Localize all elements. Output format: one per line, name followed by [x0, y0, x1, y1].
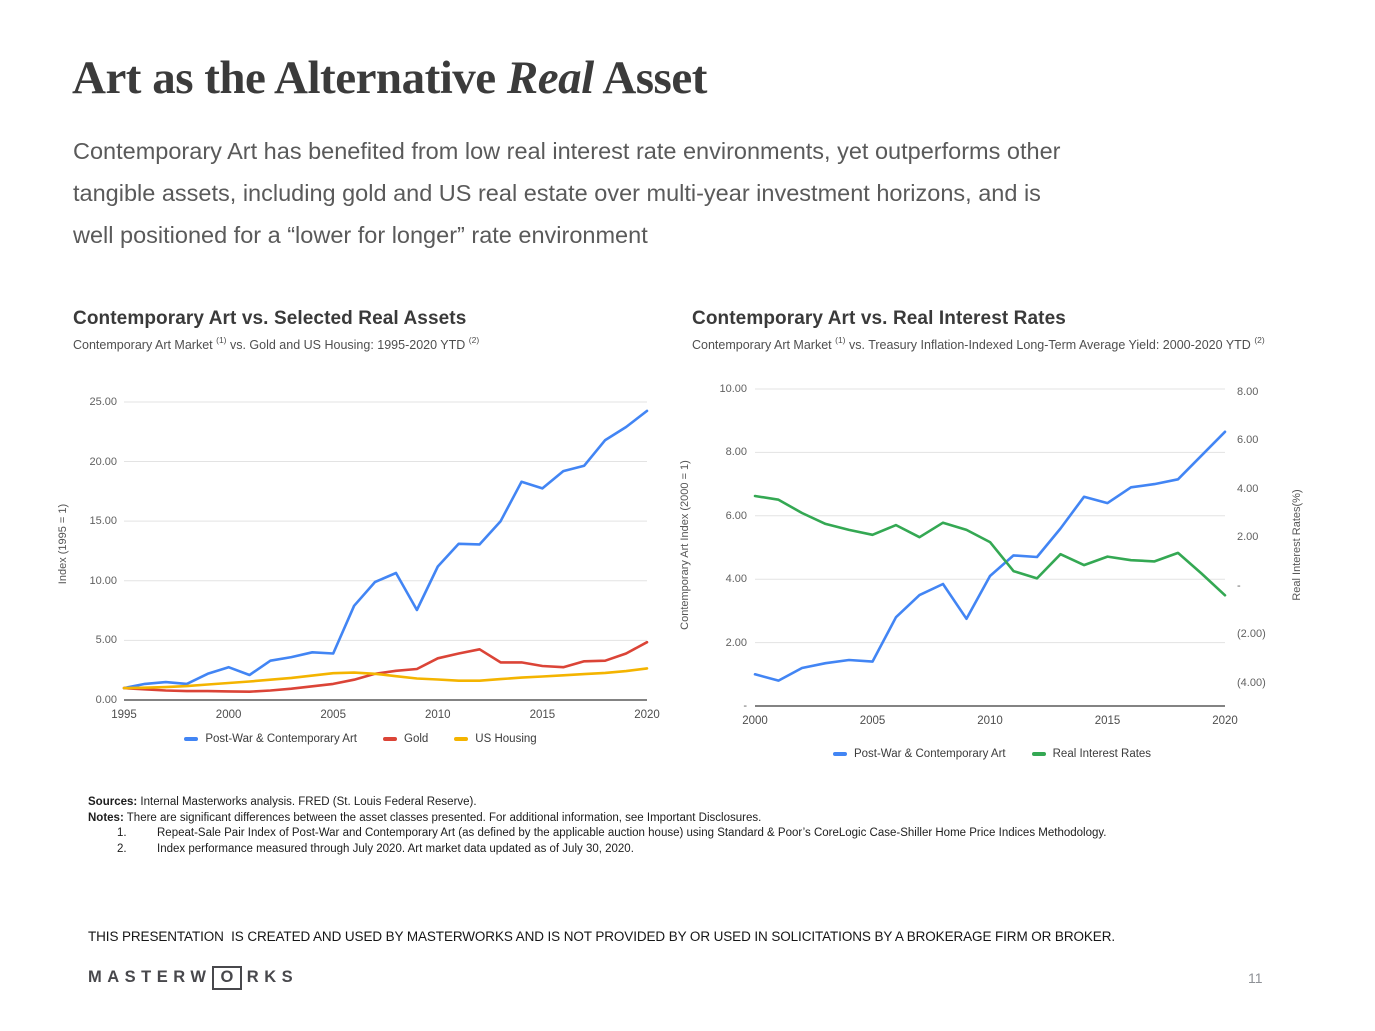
legend-item: Real Interest Rates [1031, 748, 1152, 760]
chart-right-subtitle-text: Contemporary Art Market [692, 338, 836, 352]
series-line-1 [753, 494, 1227, 597]
chart-right-subtitle: Contemporary Art Market (1) vs. Treasury… [692, 335, 1292, 352]
y-tick-label: 10.00 [719, 383, 747, 395]
y-tick-label: 8.00 [725, 446, 747, 459]
x-tick-label: 2015 [1094, 715, 1121, 727]
y-tick-label: 2.00 [725, 636, 747, 649]
legend-item: Post-War & Contemporary Art [832, 748, 1006, 760]
sources-label: Sources: [88, 796, 138, 808]
footnotes: Sources: Internal Masterworks analysis. … [88, 795, 1238, 857]
legend-label: Post-War & Contemporary Art [853, 748, 1006, 760]
y-tick-label: 2.00 [1237, 531, 1259, 544]
intro-line: Contemporary Art has benefited from low … [73, 138, 1061, 164]
chart-left-subtitle: Contemporary Art Market (1) vs. Gold and… [73, 335, 648, 352]
chart-right-plot [753, 388, 1227, 707]
footnote-item-2: 2. Index performance measured through Jul… [88, 842, 1238, 858]
legend-label: Real Interest Rates [1052, 748, 1152, 760]
notes-label: Notes: [88, 811, 124, 824]
y-tick-label: - [1237, 579, 1241, 592]
legend-label: Gold [404, 733, 429, 745]
y-tick-label: 0.00 [95, 694, 117, 706]
y-tick-label: 25.00 [89, 395, 117, 408]
chart-right-section: Contemporary Art vs. Real Interest Rates… [679, 308, 1303, 778]
masterworks-logo: MASTERW O RKS [88, 966, 298, 990]
disclaimer-text: THIS PRESENTATION IS CREATED AND USED BY… [88, 929, 1115, 944]
chart-left-y-axis-title: Index (1995 = 1) [57, 503, 69, 585]
logo-text-left: MASTERW [88, 968, 212, 987]
chart-right-y-axis-title-left: Contemporary Art Index (2000 = 1) [679, 460, 691, 630]
chart-left-title: Contemporary Art vs. Selected Real Asset… [73, 308, 467, 329]
x-tick-label: 2000 [742, 715, 768, 727]
footnote-text: Repeat-Sale Pair Index of Post-War and C… [157, 827, 1107, 839]
footnote-marker-2: (2) [1254, 335, 1265, 345]
notes-row: Notes: There are significant differences… [88, 811, 1238, 827]
chart-left-section: Contemporary Art vs. Selected Real Asset… [57, 308, 660, 778]
series-line-1 [122, 640, 649, 694]
legend-swatch [383, 737, 397, 741]
y-tick-label: - [743, 700, 747, 712]
series-line-2 [122, 667, 649, 690]
page-number: 11 [1248, 970, 1263, 986]
legend-item: Post-War & Contemporary Art [184, 733, 357, 745]
x-tick-label: 2010 [977, 715, 1003, 727]
chart-left-subtitle-text: Contemporary Art Market [73, 338, 217, 352]
page-title-part1: Art as the Alternative [72, 52, 507, 104]
legend-swatch [184, 737, 199, 741]
footnote-marker-1: (1) [835, 335, 846, 345]
y-tick-label: 6.00 [1237, 434, 1259, 447]
y-tick-label: 6.00 [725, 509, 747, 522]
y-tick-label: 10.00 [89, 574, 117, 587]
y-tick-label: 15.00 [89, 515, 117, 528]
y-tick-label: 4.00 [1237, 482, 1259, 495]
y-tick-label: 20.00 [89, 455, 117, 468]
chart-right-subtitle-text2: vs. Treasury Inflation-Indexed Long-Term… [845, 338, 1255, 352]
footnote-marker-2: (2) [468, 335, 480, 345]
logo-text-right: RKS [246, 968, 299, 987]
intro-line: tangible assets, including gold and US r… [73, 180, 1041, 206]
x-tick-label: 2020 [1212, 715, 1238, 727]
legend-item: Gold [383, 733, 428, 745]
y-tick-label: 4.00 [725, 573, 747, 586]
footnote-item-1: 1. Repeat-Sale Pair Index of Post-War and… [88, 826, 1238, 842]
logo-o-icon: O [212, 966, 242, 990]
legend-label: Post-War & Contemporary Art [205, 733, 357, 745]
chart-left-subtitle-text2: vs. Gold and US Housing: 1995-2020 YTD [226, 338, 469, 352]
intro-paragraph: Contemporary Art has benefited from low … [73, 130, 1313, 256]
chart-right-title: Contemporary Art vs. Real Interest Rates [692, 308, 1066, 329]
intro-line: well positioned for a “lower for longer”… [73, 222, 648, 248]
page-title-italic: Real [506, 52, 594, 104]
footnote-text: Index performance measured through July … [157, 842, 634, 855]
x-tick-label: 2015 [529, 709, 556, 721]
legend-swatch [454, 737, 469, 741]
chart-right-y-axis-title-right: Real Interest Rates(%) [1291, 489, 1303, 601]
series-line-0 [753, 430, 1227, 682]
sources-row: Sources: Internal Masterworks analysis. … [88, 795, 1238, 811]
x-tick-label: 2005 [859, 715, 886, 727]
y-tick-label: 5.00 [95, 634, 117, 647]
series-line-0 [122, 409, 649, 690]
chart-left-legend: Post-War & Contemporary Art Gold US Housin… [73, 733, 648, 745]
legend-swatch [1031, 752, 1046, 756]
sources-text: Internal Masterworks analysis. FRED (St.… [137, 796, 477, 808]
footnote-number: 2. [117, 842, 127, 855]
y-tick-label: 8.00 [1237, 385, 1259, 398]
x-tick-label: 2000 [215, 709, 242, 721]
y-tick-label: (2.00) [1237, 628, 1266, 641]
y-tick-label: (4.00) [1237, 676, 1266, 689]
x-tick-label: 1995 [111, 709, 137, 721]
legend-item: US Housing [454, 733, 537, 745]
chart-right-legend: Post-War & Contemporary Art Real Interest… [692, 748, 1292, 760]
footnote-number: 1. [117, 827, 127, 839]
x-tick-label: 2020 [634, 709, 660, 721]
x-tick-label: 2005 [320, 709, 346, 721]
footnote-marker-1: (1) [216, 335, 227, 345]
legend-label: US Housing [475, 733, 537, 745]
x-tick-label: 2010 [425, 709, 451, 721]
page-title: Art as the Alternative Real Asset [72, 48, 707, 108]
chart-left-plot [122, 401, 649, 701]
notes-text: There are significant differences betwee… [123, 811, 762, 824]
legend-swatch [832, 752, 847, 756]
page-title-part2: Asset [593, 52, 707, 104]
